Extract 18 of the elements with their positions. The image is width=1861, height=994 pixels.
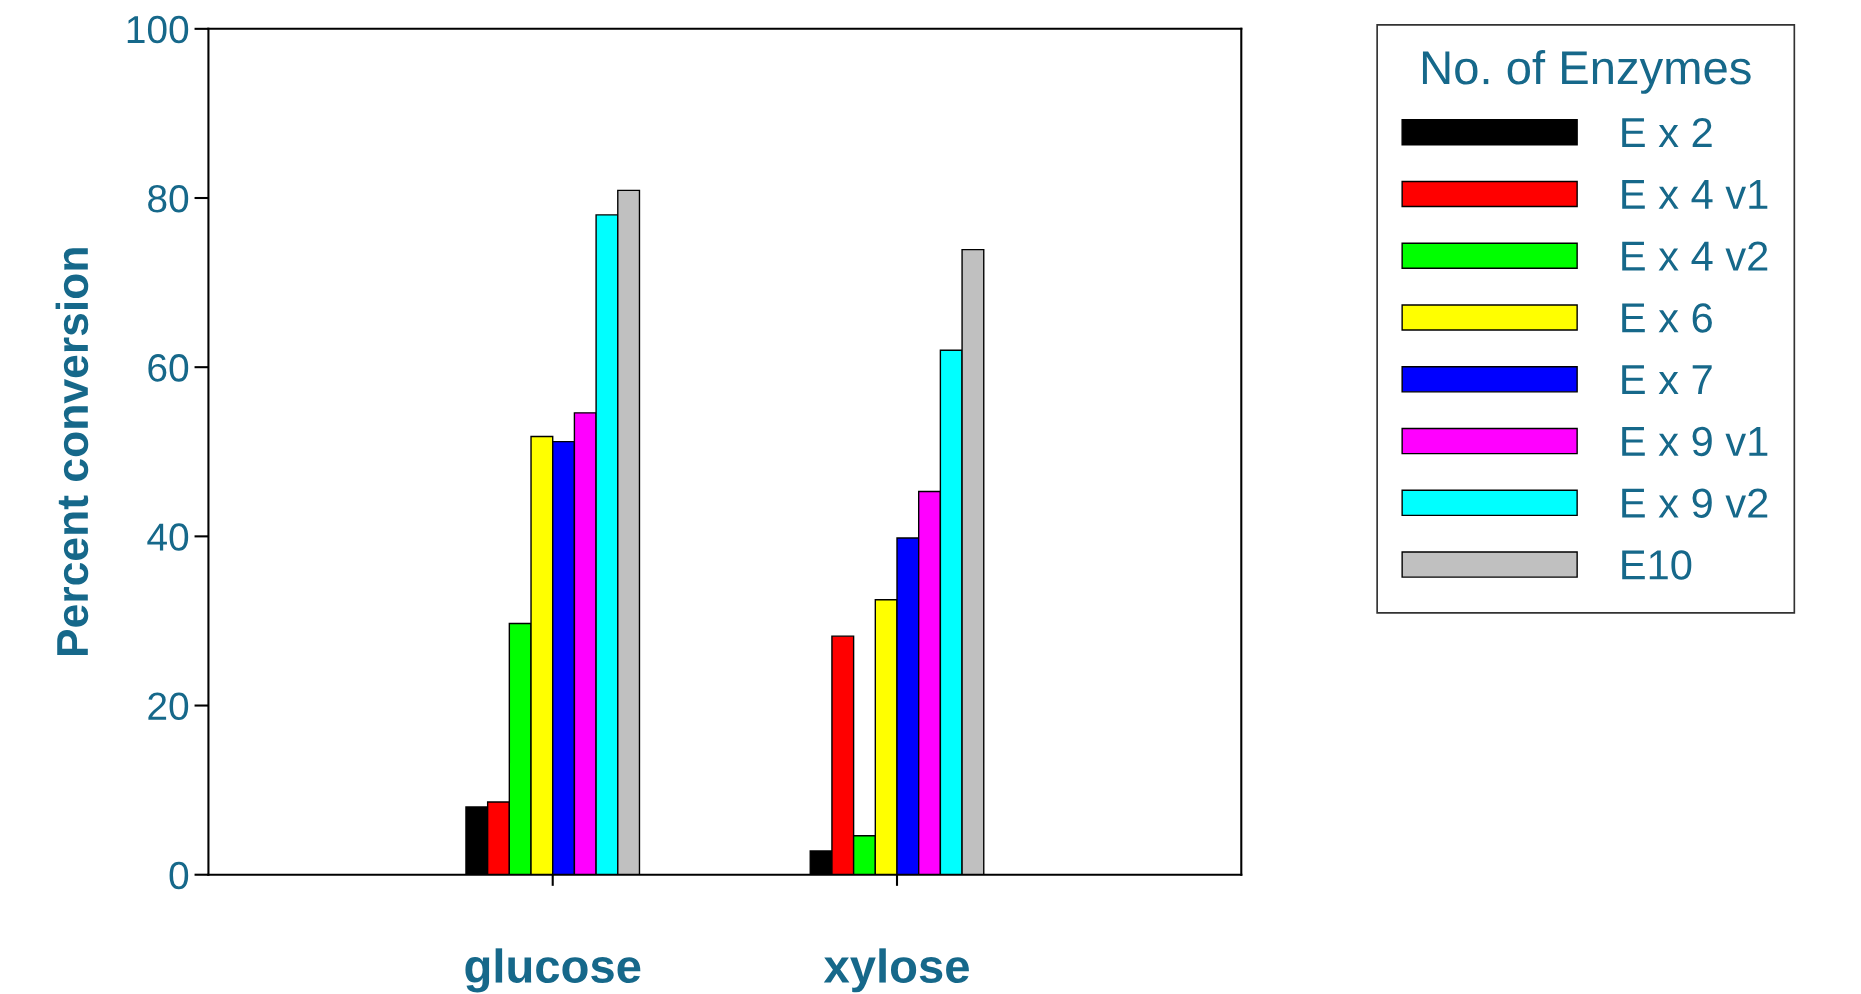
legend-label: E x 7 <box>1622 365 1712 395</box>
x-tick-label: glucose <box>465 948 641 993</box>
legend-label: E x 2 <box>1622 117 1712 147</box>
y-tick-label: 60 <box>148 354 189 382</box>
legend-label: E x 4 v1 <box>1622 180 1768 209</box>
legend-title: No. of Enzymes <box>1422 49 1751 94</box>
legend-label: E x 6 <box>1622 303 1712 333</box>
y-tick-label: 20 <box>148 692 189 721</box>
x-tick-label: xylose <box>823 948 969 993</box>
legend-label: E x 4 v2 <box>1622 241 1768 271</box>
y-tick-label: 100 <box>127 15 189 44</box>
legend-label: E x 9 v1 <box>1622 426 1768 457</box>
y-axis-title: Percent conversion <box>55 248 89 656</box>
legend-label: E10 <box>1622 550 1692 580</box>
legend-label: E x 9 v2 <box>1622 488 1768 518</box>
y-tick-label: 80 <box>148 184 189 213</box>
y-tick-label: 40 <box>147 523 189 551</box>
y-tick-label: 0 <box>169 861 189 890</box>
